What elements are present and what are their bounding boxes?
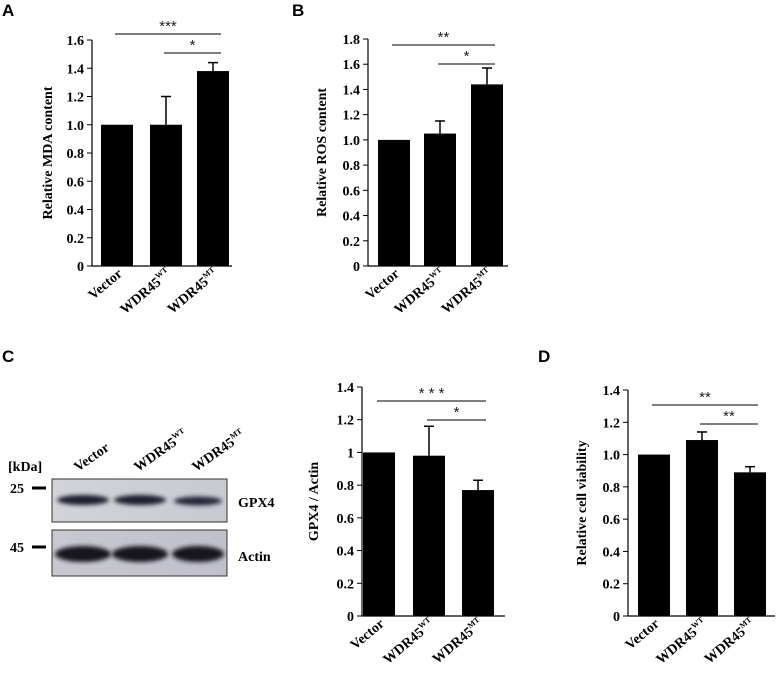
chart-d-bar (638, 454, 670, 616)
chart-a-ytick-label: 0.2 (67, 232, 85, 247)
panel-letter-d: D (538, 347, 550, 366)
chart-b-bar (378, 139, 410, 266)
chart-a-y-axis-label: Relative MDA content (41, 86, 56, 219)
band-actin-mt (172, 546, 224, 562)
blot-lane-vector: Vector (72, 441, 113, 476)
chart-a-comparison-vector-mt-label: *** (159, 18, 177, 35)
chart-d-ytick-label: 1.0 (603, 449, 621, 464)
chart-c-y-axis-label: GPX4 / Actin (307, 462, 322, 542)
chart-d-category-label: WDR45MT (701, 615, 759, 668)
chart-panel-d: 0 0.2 0.4 0.6 0.8 1.0 1.2 1.4 Relative cell viab… (575, 384, 775, 668)
chart-c-ytick-label: 1.2 (337, 414, 355, 429)
chart-b-comparison-wt-mt-label: * (464, 48, 470, 65)
chart-panel-a: 0 0.2 0.4 0.6 0.8 1.0 1.2 1.4 1.6 Relative MDA co… (41, 18, 232, 318)
chart-d-bar (686, 440, 718, 616)
chart-b-ytick-label: 1.0 (343, 134, 361, 149)
chart-d-ytick-label: 0.4 (603, 545, 621, 560)
blot-label-actin: Actin (238, 550, 271, 565)
chart-b-category-label: Vector (363, 267, 403, 304)
chart-b-category-label: WDR45MT (438, 265, 496, 318)
chart-a-ytick-label: 0.6 (67, 175, 85, 190)
chart-a-ytick-label: 1.2 (67, 91, 85, 106)
marker-25-label: 25 (10, 482, 24, 497)
chart-a-ytick-label: 1.0 (67, 119, 85, 134)
band-gpx4-vector (57, 495, 109, 505)
chart-a-bar (101, 124, 133, 266)
chart-c-comparison-wt-mt-label: * (454, 404, 460, 421)
chart-b-ytick-label: 1.6 (343, 58, 361, 73)
chart-c-ytick-label: 0 (347, 610, 354, 625)
chart-b-ytick-label: 0.8 (343, 159, 361, 174)
marker-45-label: 45 (10, 541, 24, 556)
chart-a-ytick-label: 1.6 (67, 34, 85, 49)
chart-panel-b: 0 0.2 0.4 0.6 0.8 1.0 1.2 1.4 1.6 1.8 Relative ROS… (315, 29, 508, 318)
chart-b-ytick-label: 0.6 (343, 184, 361, 199)
band-gpx4-wt (114, 495, 166, 505)
chart-c-ytick-label: 0.6 (337, 512, 355, 527)
chart-b-comparison-vector-mt-label: ** (438, 29, 450, 46)
chart-c-ytick-label: 1.4 (337, 381, 355, 396)
chart-c-ytick-label: 1 (347, 446, 354, 461)
chart-b-y-axis-label: Relative ROS content (315, 88, 330, 217)
chart-b-category-label: WDR45WT (390, 265, 449, 318)
chart-b-ytick-label: 1.8 (343, 33, 361, 48)
chart-a-category-label: WDR45WT (116, 265, 175, 318)
chart-d-ytick-label: 0.2 (603, 578, 621, 593)
chart-d-ytick-label: 0 (613, 610, 620, 625)
band-gpx4-mt (174, 496, 222, 506)
chart-a-ytick-label: 0.8 (67, 147, 85, 162)
chart-c-category-label: WDR45MT (429, 615, 487, 668)
chart-d-ytick-label: 1.4 (603, 384, 621, 399)
chart-a-category-label: WDR45MT (164, 265, 222, 318)
chart-c-bar (363, 452, 395, 616)
band-actin-wt (112, 546, 168, 562)
panel-letter-b: B (292, 1, 304, 20)
chart-d-category-label: Vector (623, 617, 663, 654)
chart-c-ytick-label: 0.4 (337, 545, 355, 560)
chart-a-comparison-wt-mt-label: * (190, 37, 196, 54)
chart-b-ytick-label: 1.2 (343, 109, 361, 124)
chart-b-ytick-label: 1.4 (343, 83, 361, 98)
chart-d-y-axis-label: Relative cell viability (575, 440, 590, 565)
chart-a-ytick-label: 0.4 (67, 204, 85, 219)
chart-b-ytick-label: 0.4 (343, 210, 361, 225)
western-blot: [kDa] 25 45 GPX4 Actin Vector WDR45WT WD… (8, 426, 275, 577)
chart-a-ytick-label: 1.4 (67, 62, 85, 77)
chart-c-bar (413, 455, 445, 616)
chart-c-ytick-label: 0.8 (337, 479, 355, 494)
blot-lane-wt: WDR45WT (131, 426, 192, 476)
chart-a-ytick-label: 0 (77, 260, 84, 275)
chart-c-comparison-vector-mt-label: * * * (419, 385, 445, 402)
chart-d-comparison-vector-mt-label: ** (699, 389, 711, 406)
chart-d-bar (734, 472, 766, 616)
chart-d-ytick-label: 0.8 (603, 481, 621, 496)
chart-c-bar (462, 490, 494, 616)
chart-d-category-label: WDR45WT (652, 615, 711, 668)
chart-d-comparison-wt-mt-label: ** (723, 408, 735, 425)
chart-c-category-label: WDR45WT (379, 615, 438, 668)
chart-c-ytick-label: 0.2 (337, 577, 355, 592)
panel-letter-a: A (2, 1, 14, 20)
chart-d-ytick-label: 0.6 (603, 513, 621, 528)
chart-a-bar (150, 124, 182, 266)
blot-label-gpx4: GPX4 (238, 496, 275, 511)
chart-b-bar (424, 133, 456, 266)
blot-lane-mt: WDR45MT (189, 426, 249, 475)
panel-letter-c: C (2, 347, 14, 366)
chart-b-ytick-label: 0.2 (343, 235, 361, 250)
chart-a-bar (197, 71, 229, 266)
band-actin-vector (55, 546, 111, 562)
kda-label: [kDa] (8, 460, 42, 475)
chart-a-category-label: Vector (86, 267, 126, 304)
chart-b-bar (471, 84, 503, 267)
chart-b-ytick-label: 0 (353, 260, 360, 275)
chart-d-ytick-label: 1.2 (603, 416, 621, 431)
